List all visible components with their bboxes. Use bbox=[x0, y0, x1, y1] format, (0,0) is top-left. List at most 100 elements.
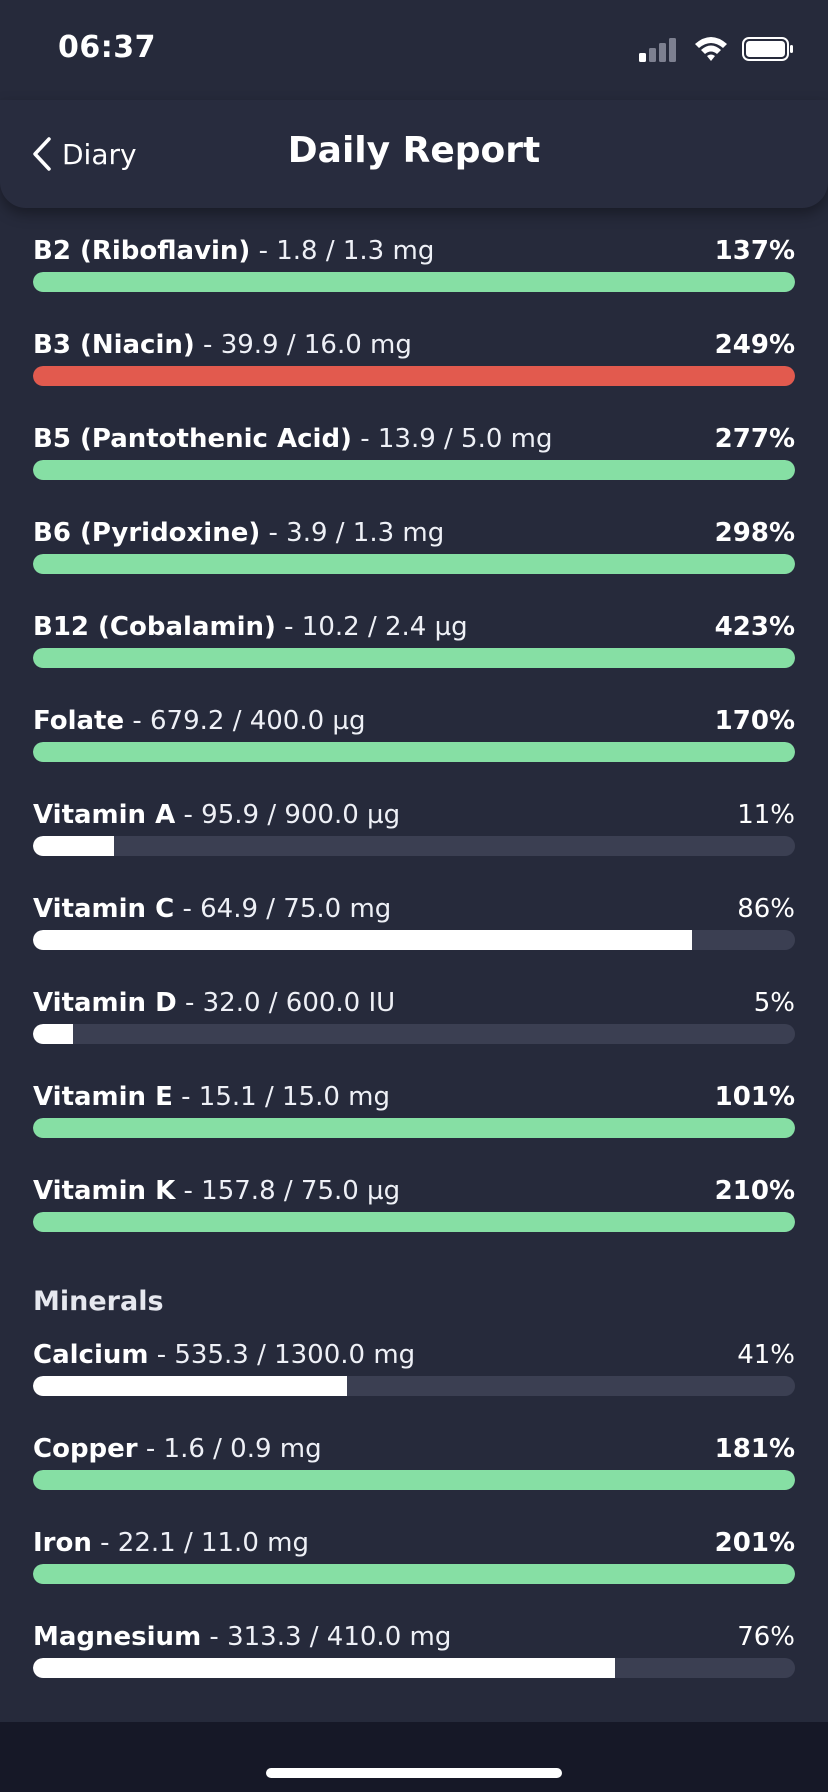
nutrient-percent: 423% bbox=[714, 612, 795, 642]
nutrient-label: Calcium - 535.3 / 1300.0 mg bbox=[33, 1340, 415, 1370]
nutrient-name: Iron bbox=[33, 1528, 92, 1558]
progress-fill bbox=[33, 930, 693, 950]
progress-fill bbox=[33, 1212, 795, 1232]
home-indicator[interactable] bbox=[266, 1768, 562, 1778]
nutrient-name: Vitamin A bbox=[33, 800, 176, 830]
nutrient-amount: - 157.8 / 75.0 µg bbox=[175, 1176, 401, 1206]
nutrient-percent: 137% bbox=[714, 236, 795, 266]
nutrient-label: B6 (Pyridoxine) - 3.9 / 1.3 mg bbox=[33, 518, 444, 548]
nutrient-name: B3 (Niacin) bbox=[33, 330, 195, 360]
nutrient-row[interactable]: B12 (Cobalamin) - 10.2 / 2.4 µg 423% bbox=[33, 612, 795, 692]
progress-fill bbox=[33, 742, 795, 762]
back-label: Diary bbox=[62, 137, 137, 171]
progress-fill bbox=[33, 366, 795, 386]
nutrient-row[interactable]: B3 (Niacin) - 39.9 / 16.0 mg 249% bbox=[33, 330, 795, 410]
nutrient-label: Folate - 679.2 / 400.0 µg bbox=[33, 706, 365, 736]
nutrient-label: Vitamin D - 32.0 / 600.0 IU bbox=[33, 988, 395, 1018]
nutrient-amount: - 15.1 / 15.0 mg bbox=[172, 1082, 390, 1112]
progress-track bbox=[33, 1376, 795, 1396]
progress-track bbox=[33, 460, 795, 480]
nutrient-name: Folate bbox=[33, 706, 125, 736]
nutrient-amount: - 22.1 / 11.0 mg bbox=[91, 1528, 309, 1558]
wifi-icon bbox=[695, 37, 727, 61]
nutrient-row[interactable]: Calcium - 535.3 / 1300.0 mg 41% bbox=[33, 1340, 795, 1420]
nutrient-label: B3 (Niacin) - 39.9 / 16.0 mg bbox=[33, 330, 412, 360]
nutrient-row[interactable]: B6 (Pyridoxine) - 3.9 / 1.3 mg 298% bbox=[33, 518, 795, 598]
nutrient-row[interactable]: Vitamin A - 95.9 / 900.0 µg 11% bbox=[33, 800, 795, 880]
nutrient-amount: - 32.0 / 600.0 IU bbox=[176, 988, 396, 1018]
progress-track bbox=[33, 1024, 795, 1044]
nutrient-amount: - 679.2 / 400.0 µg bbox=[124, 706, 366, 736]
status-time: 06:37 bbox=[58, 30, 156, 65]
nutrient-name: B12 (Cobalamin) bbox=[33, 612, 276, 642]
nutrient-label: Vitamin C - 64.9 / 75.0 mg bbox=[33, 894, 391, 924]
nutrient-row[interactable]: Vitamin E - 15.1 / 15.0 mg 101% bbox=[33, 1082, 795, 1162]
cellular-signal-icon bbox=[639, 36, 679, 62]
nutrient-label: B12 (Cobalamin) - 10.2 / 2.4 µg bbox=[33, 612, 468, 642]
nutrient-label: Vitamin A - 95.9 / 900.0 µg bbox=[33, 800, 400, 830]
nutrient-percent: 11% bbox=[737, 800, 795, 830]
nutrient-row[interactable]: Iron - 22.1 / 11.0 mg 201% bbox=[33, 1528, 795, 1608]
nutrient-label: Vitamin E - 15.1 / 15.0 mg bbox=[33, 1082, 390, 1112]
chevron-left-icon bbox=[33, 137, 51, 171]
nutrient-percent: 5% bbox=[753, 988, 795, 1018]
progress-fill bbox=[33, 1024, 74, 1044]
nutrient-name: B2 (Riboflavin) bbox=[33, 236, 251, 266]
nutrient-percent: 210% bbox=[714, 1176, 795, 1206]
nutrient-row[interactable]: Vitamin K - 157.8 / 75.0 µg 210% bbox=[33, 1176, 795, 1256]
nutrient-row[interactable]: B5 (Pantothenic Acid) - 13.9 / 5.0 mg 277… bbox=[33, 424, 795, 504]
nutrient-row[interactable]: Magnesium - 313.3 / 410.0 mg 76% bbox=[33, 1622, 795, 1702]
nutrient-percent: 76% bbox=[737, 1622, 795, 1652]
progress-fill bbox=[33, 1470, 795, 1490]
home-bar-area bbox=[0, 1722, 828, 1792]
nutrient-label: B2 (Riboflavin) - 1.8 / 1.3 mg bbox=[33, 236, 434, 266]
nutrient-row[interactable]: Vitamin D - 32.0 / 600.0 IU 5% bbox=[33, 988, 795, 1068]
nutrient-amount: - 95.9 / 900.0 µg bbox=[175, 800, 401, 830]
nutrient-name: Copper bbox=[33, 1434, 138, 1464]
progress-fill bbox=[33, 272, 795, 292]
report-scroll-area[interactable]: B2 (Riboflavin) - 1.8 / 1.3 mg 137% B3 (Ni… bbox=[0, 0, 828, 1722]
nutrient-label: Copper - 1.6 / 0.9 mg bbox=[33, 1434, 322, 1464]
nutrient-name: Vitamin K bbox=[33, 1176, 176, 1206]
nutrient-name: Vitamin C bbox=[33, 894, 175, 924]
progress-track bbox=[33, 272, 795, 292]
nutrient-amount: - 3.9 / 1.3 mg bbox=[260, 518, 445, 548]
progress-fill bbox=[33, 836, 114, 856]
progress-fill bbox=[33, 460, 795, 480]
progress-track bbox=[33, 836, 795, 856]
nutrient-percent: 277% bbox=[714, 424, 795, 454]
back-button[interactable]: Diary bbox=[30, 130, 137, 178]
nutrient-row[interactable]: Copper - 1.6 / 0.9 mg 181% bbox=[33, 1434, 795, 1514]
nutrient-row[interactable]: Folate - 679.2 / 400.0 µg 170% bbox=[33, 706, 795, 786]
nutrient-label: B5 (Pantothenic Acid) - 13.9 / 5.0 mg bbox=[33, 424, 553, 454]
nutrient-label: Vitamin K - 157.8 / 75.0 µg bbox=[33, 1176, 400, 1206]
nutrient-amount: - 1.6 / 0.9 mg bbox=[137, 1434, 322, 1464]
nutrient-name: Magnesium bbox=[33, 1622, 202, 1652]
progress-track bbox=[33, 1658, 795, 1678]
progress-track bbox=[33, 554, 795, 574]
nutrient-percent: 249% bbox=[714, 330, 795, 360]
nutrient-row[interactable]: B2 (Riboflavin) - 1.8 / 1.3 mg 137% bbox=[33, 236, 795, 316]
page-title: Daily Report bbox=[287, 130, 541, 171]
progress-fill bbox=[33, 1376, 347, 1396]
nutrient-row[interactable]: Vitamin C - 64.9 / 75.0 mg 86% bbox=[33, 894, 795, 974]
progress-track bbox=[33, 742, 795, 762]
navigation-bar: Diary Daily Report bbox=[0, 100, 828, 208]
nutrient-amount: - 39.9 / 16.0 mg bbox=[194, 330, 412, 360]
nutrient-percent: 170% bbox=[714, 706, 795, 736]
nutrient-percent: 101% bbox=[714, 1082, 795, 1112]
progress-fill bbox=[33, 1658, 616, 1678]
nutrient-percent: 298% bbox=[714, 518, 795, 548]
progress-track bbox=[33, 1564, 795, 1584]
progress-fill bbox=[33, 648, 795, 668]
nutrient-percent: 181% bbox=[714, 1434, 795, 1464]
nutrient-amount: - 13.9 / 5.0 mg bbox=[351, 424, 553, 454]
nutrient-amount: - 10.2 / 2.4 µg bbox=[275, 612, 468, 642]
minerals-section-title: Minerals bbox=[33, 1286, 164, 1317]
nutrient-name: Vitamin D bbox=[33, 988, 177, 1018]
nutrient-name: B6 (Pyridoxine) bbox=[33, 518, 261, 548]
progress-fill bbox=[33, 1564, 795, 1584]
progress-track bbox=[33, 1470, 795, 1490]
nutrient-name: Calcium bbox=[33, 1340, 149, 1370]
progress-track bbox=[33, 366, 795, 386]
